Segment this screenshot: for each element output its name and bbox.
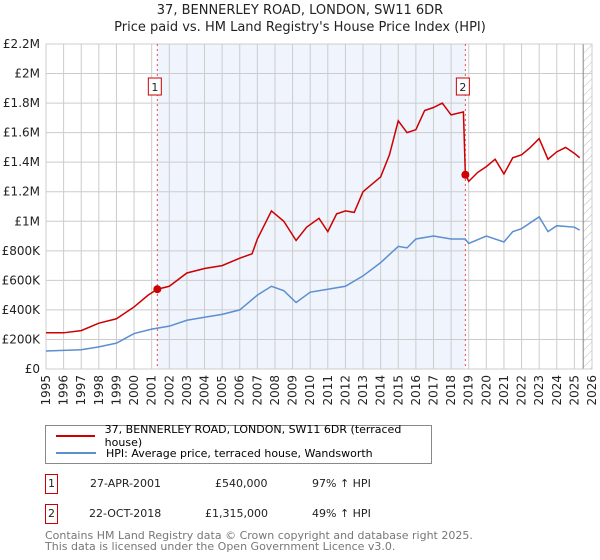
- legend-label: HPI: Average price, terraced house, Wand…: [106, 446, 373, 460]
- x-tick-label: 1995: [39, 375, 53, 406]
- legend-item-hpi: HPI: Average price, terraced house, Wand…: [56, 445, 373, 461]
- x-tick-label: 1998: [92, 375, 106, 406]
- x-tick-label: 2000: [127, 375, 141, 406]
- x-tick-label: 2017: [426, 375, 440, 406]
- sale-hpi: 97% ↑ HPI: [312, 477, 371, 490]
- x-tick-label: 1999: [109, 375, 123, 406]
- sale-label: 1: [151, 81, 158, 94]
- x-tick-label: 2025: [567, 375, 581, 406]
- x-tick-label: 2024: [550, 375, 564, 406]
- y-tick-label: £600K: [2, 273, 42, 287]
- y-tick-label: £400K: [2, 303, 42, 317]
- sale-price: £1,315,000: [205, 507, 268, 520]
- y-tick-label: £1.4M: [3, 155, 40, 169]
- legend-swatch-red: [56, 435, 95, 437]
- x-tick-label: 2003: [180, 375, 194, 406]
- legend-label: 37, BENNERLEY ROAD, LONDON, SW11 6DR (te…: [104, 423, 402, 449]
- sale-label-box: [455, 77, 470, 96]
- footer: Contains HM Land Registry data © Crown c…: [45, 530, 473, 552]
- legend-swatch-blue: [56, 452, 96, 454]
- sale-label: 2: [459, 81, 466, 94]
- sale-date: 22-OCT-2018: [89, 507, 162, 520]
- sale-row: 1 27-APR-2001 £540,000 97% ↑ HPI: [45, 474, 445, 494]
- x-tick-label: 1996: [57, 375, 71, 406]
- x-tick-label: 2005: [215, 375, 229, 406]
- series-line-hpi: [45, 215, 581, 352]
- plot-frame: [45, 43, 593, 370]
- y-tick-label: £800K: [2, 244, 42, 258]
- sale-date: 27-APR-2001: [90, 477, 162, 490]
- y-tick-label: £2M: [14, 67, 40, 81]
- y-tick-label: £1.8M: [3, 96, 40, 110]
- x-tick-label: 2001: [145, 375, 159, 406]
- x-tick-label: 2006: [233, 375, 247, 406]
- x-tick-label: 2018: [444, 375, 458, 406]
- legend-item-property: 37, BENNERLEY ROAD, LONDON, SW11 6DR (te…: [56, 423, 431, 449]
- x-tick-label: 2002: [162, 375, 176, 406]
- sale-hpi: 49% ↑ HPI: [312, 507, 371, 520]
- y-tick-label: £1.6M: [3, 126, 40, 140]
- price-chart: £0 £200K £400K £600K £800K £1M £1.2M £1.4M £1.6M…: [2, 37, 599, 406]
- sale-price: £540,000: [215, 477, 268, 490]
- x-tick-label: 2012: [338, 375, 352, 406]
- forecast-hatch-region: [583, 44, 592, 369]
- x-tick-label: 2004: [198, 375, 212, 406]
- chart-title: 37, BENNERLEY ROAD, LONDON, SW11 6DR: [156, 3, 444, 18]
- sale-label-box: [147, 77, 162, 96]
- x-tick-label: 1997: [74, 375, 88, 406]
- x-tick-label: 2019: [462, 375, 476, 406]
- y-tick-label: £1.2M: [3, 185, 40, 199]
- x-tick-label: 2023: [532, 375, 546, 406]
- y-tick-label: £200K: [2, 332, 42, 346]
- sale-marker-badge: 2: [45, 504, 58, 524]
- sale-point: [461, 170, 470, 179]
- x-tick-label: 2008: [268, 375, 282, 406]
- x-tick-label: 2011: [321, 375, 335, 406]
- x-tick-label: 2013: [356, 375, 370, 406]
- footer-line: Contains HM Land Registry data © Crown c…: [45, 529, 473, 542]
- x-tick-label: 2015: [391, 375, 405, 406]
- ownership-shaded-region: [157, 44, 466, 369]
- x-tick-label: 2026: [585, 375, 599, 406]
- x-tick-label: 2016: [409, 375, 423, 406]
- sale-marker-badge: 1: [45, 474, 58, 494]
- x-tick-label: 2021: [497, 375, 511, 406]
- chart-subtitle: Price paid vs. HM Land Registry's House …: [114, 20, 486, 35]
- sale-row: 2 22-OCT-2018 £1,315,000 49% ↑ HPI: [45, 504, 445, 524]
- series-line-property: [46, 102, 581, 334]
- x-tick-label: 2009: [286, 375, 300, 406]
- y-tick-label: £1M: [14, 214, 40, 228]
- sale-point: [153, 285, 162, 294]
- footer-line: This data is licensed under the Open Gov…: [45, 540, 396, 553]
- legend: 37, BENNERLEY ROAD, LONDON, SW11 6DR (te…: [45, 423, 432, 464]
- x-tick-label: 2010: [303, 375, 317, 406]
- x-tick-label: 2022: [515, 375, 529, 406]
- x-tick-label: 2007: [250, 375, 264, 406]
- y-tick-label: £0: [25, 362, 40, 376]
- x-tick-label: 2020: [479, 375, 493, 406]
- y-tick-label: £2.2M: [3, 37, 40, 51]
- x-tick-label: 2014: [374, 375, 388, 406]
